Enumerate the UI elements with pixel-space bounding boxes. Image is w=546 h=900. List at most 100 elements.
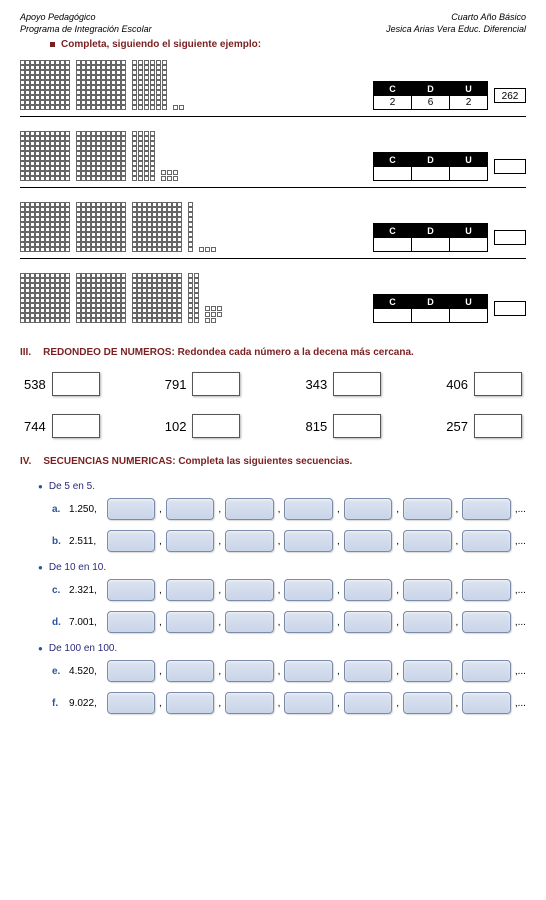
comma: , [278,617,281,628]
units-group [199,247,216,252]
header-right-1: Cuarto Año Básico [386,12,526,24]
seq-answer-box[interactable] [107,579,156,601]
cdu-cell-c[interactable] [374,309,412,323]
seq-answer-box[interactable] [107,530,156,552]
seq-answer-box[interactable] [166,498,215,520]
result-box[interactable] [494,301,526,316]
seq-answer-box[interactable] [225,498,274,520]
cdu-cell-c[interactable] [374,167,412,181]
place-value-row: CDU262262 [20,60,526,117]
cdu-cell-u[interactable] [450,238,488,252]
ellipsis: ,... [515,698,526,709]
seq-answer-box[interactable] [403,660,452,682]
seq-answer-box[interactable] [284,692,333,714]
seq-answer-box[interactable] [462,530,511,552]
comma: , [159,585,162,596]
seq-answer-box[interactable] [344,692,393,714]
units-group [173,105,184,110]
round-answer-box[interactable] [474,414,522,438]
seq-answer-box[interactable] [107,498,156,520]
comma: , [218,536,221,547]
result-box[interactable]: 262 [494,88,526,103]
round-answer-box[interactable] [192,372,240,396]
seq-answer-box[interactable] [225,611,274,633]
seq-answer-box[interactable] [284,660,333,682]
seq-group-label: De 10 en 10. [38,562,526,573]
seq-answer-box[interactable] [344,660,393,682]
place-value-row: CDU [20,202,526,259]
cdu-cell-d[interactable] [412,238,450,252]
cdu-cell-d[interactable] [412,309,450,323]
seq-answer-box[interactable] [403,579,452,601]
seq-row: f.9.022,,,,,,,,... [52,692,526,714]
comma: , [396,666,399,677]
comma: , [159,504,162,515]
comma: , [337,585,340,596]
seq-answer-box[interactable] [344,498,393,520]
round-number: 343 [306,377,328,392]
seq-answer-box[interactable] [225,530,274,552]
seq-answer-box[interactable] [403,692,452,714]
seq-answer-box[interactable] [166,611,215,633]
cdu-cell-c[interactable]: 2 [374,96,412,110]
cdu-header-d: D [412,153,450,167]
seq-answer-box[interactable] [107,611,156,633]
seq-answer-box[interactable] [284,611,333,633]
comma: , [337,666,340,677]
place-value-row: CDU [20,131,526,188]
cdu-cell-u[interactable] [450,309,488,323]
comma: , [396,536,399,547]
ten-block [194,273,199,323]
seq-answer-box[interactable] [225,692,274,714]
seq-answer-box[interactable] [284,530,333,552]
seq-answer-box[interactable] [166,660,215,682]
seq-answer-box[interactable] [166,530,215,552]
cdu-cell-d[interactable]: 6 [412,96,450,110]
seq-answer-box[interactable] [284,579,333,601]
seq-answer-box[interactable] [462,579,511,601]
cdu-cell-u[interactable] [450,167,488,181]
round-number: 815 [306,419,328,434]
cdu-cell-d[interactable] [412,167,450,181]
units-group [161,170,178,181]
seq-answer-box[interactable] [166,579,215,601]
ellipsis: ,... [515,536,526,547]
result-box[interactable] [494,159,526,174]
cdu-header-d: D [412,224,450,238]
round-answer-box[interactable] [52,372,100,396]
round-answer-box[interactable] [333,414,381,438]
bullet-icon [50,42,55,47]
seq-answer-box[interactable] [462,498,511,520]
cdu-header-u: U [450,82,488,96]
round-answer-box[interactable] [52,414,100,438]
seq-answer-box[interactable] [344,530,393,552]
seq-answer-box[interactable] [462,611,511,633]
cdu-cell-c[interactable] [374,238,412,252]
seq-letter: f. [52,698,65,709]
seq-answer-box[interactable] [462,692,511,714]
cdu-header-u: U [450,224,488,238]
seq-answer-box[interactable] [166,692,215,714]
seq-answer-box[interactable] [403,498,452,520]
seq-answer-box[interactable] [403,530,452,552]
round-answer-box[interactable] [192,414,240,438]
hundred-block [20,60,70,110]
seq-answer-box[interactable] [225,579,274,601]
comma: , [337,698,340,709]
seq-answer-box[interactable] [107,692,156,714]
seq-answer-box[interactable] [462,660,511,682]
cdu-table: CDU [373,152,488,181]
seq-answer-box[interactable] [403,611,452,633]
cdu-cell-u[interactable]: 2 [450,96,488,110]
seq-answer-box[interactable] [107,660,156,682]
seq-answer-box[interactable] [225,660,274,682]
tens-group [188,202,193,252]
seq-answer-box[interactable] [344,579,393,601]
result-box[interactable] [494,230,526,245]
units-group [205,306,222,323]
comma: , [337,536,340,547]
round-answer-box[interactable] [333,372,381,396]
seq-answer-box[interactable] [284,498,333,520]
round-answer-box[interactable] [474,372,522,396]
seq-answer-box[interactable] [344,611,393,633]
